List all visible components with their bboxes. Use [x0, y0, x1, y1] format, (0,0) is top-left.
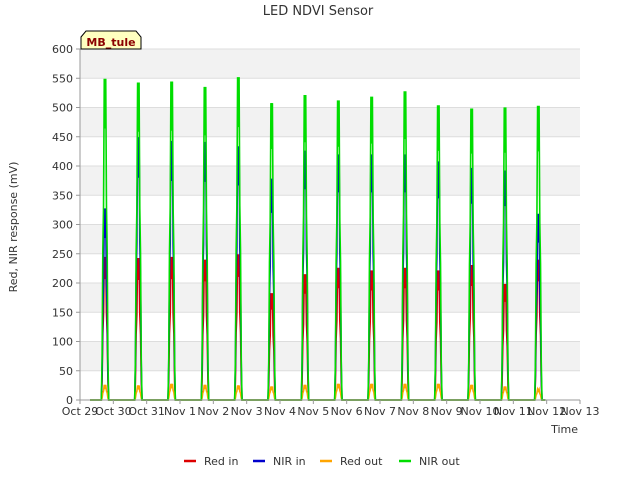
y-tick-labels: 0 50 100 150 200 250 300 350 400 450 500 550 600: [52, 43, 73, 407]
y-tick-label: 450: [52, 131, 73, 144]
x-tick-label: Nov 8: [397, 405, 429, 418]
axes: [76, 48, 581, 404]
y-tick-label: 0: [66, 394, 73, 407]
x-tick-label: Nov 11: [494, 405, 533, 418]
x-tick-label: Nov 3: [231, 405, 263, 418]
y-tick-label: 300: [52, 219, 73, 232]
site-badge: MB_tule: [80, 30, 142, 50]
y-tick-label: 550: [52, 72, 73, 85]
x-tick-label: Oct 31: [128, 405, 165, 418]
x-axis-label: Time: [550, 423, 578, 436]
grid-band: [80, 224, 580, 254]
x-tick-label: Nov 5: [297, 405, 329, 418]
legend-item-red-out: Red out: [320, 455, 383, 468]
x-tick-label: Nov 2: [197, 405, 229, 418]
x-tick-label: Nov 12: [527, 405, 566, 418]
legend-item-red-in: Red in: [184, 455, 238, 468]
legend-item-nir-in: NIR in: [253, 455, 306, 468]
legend-label: NIR in: [273, 455, 306, 468]
x-tick-label: Nov 9: [431, 405, 463, 418]
y-tick-label: 600: [52, 43, 73, 56]
legend-label: Red in: [204, 455, 238, 468]
y-tick-label: 200: [52, 277, 73, 290]
grid-band: [80, 49, 580, 79]
x-tick-label: Nov 4: [264, 405, 296, 418]
x-tick-label: Oct 30: [95, 405, 132, 418]
grid-band: [80, 107, 580, 137]
chart-title: LED NDVI Sensor: [263, 4, 374, 19]
y-tick-label: 350: [52, 189, 73, 202]
legend-label: NIR out: [419, 455, 460, 468]
legend-label: Red out: [340, 455, 383, 468]
y-tick-label: 100: [52, 336, 73, 349]
grid-band: [80, 283, 580, 313]
x-tick-label: Nov 6: [331, 405, 363, 418]
x-tick-label: Nov 13: [561, 405, 600, 418]
y-tick-label: 50: [59, 365, 73, 378]
y-axis-label: Red, NIR response (mV): [7, 162, 20, 293]
legend: Red in NIR in Red out NIR out: [184, 455, 460, 468]
legend-item-nir-out: NIR out: [399, 455, 460, 468]
badge-shape: [80, 30, 142, 50]
y-tick-label: 500: [52, 102, 73, 115]
grid-band: [80, 166, 580, 196]
x-tick-label: Nov 1: [164, 405, 196, 418]
y-tick-label: 250: [52, 248, 73, 261]
y-tick-label: 400: [52, 160, 73, 173]
badge-label: MB_tule: [86, 36, 135, 49]
x-tick-label: Nov 10: [461, 405, 500, 418]
x-tick-label: Nov 7: [364, 405, 396, 418]
y-tick-label: 150: [52, 306, 73, 319]
grid-band: [80, 341, 580, 371]
x-tick-label: Oct 29: [62, 405, 99, 418]
